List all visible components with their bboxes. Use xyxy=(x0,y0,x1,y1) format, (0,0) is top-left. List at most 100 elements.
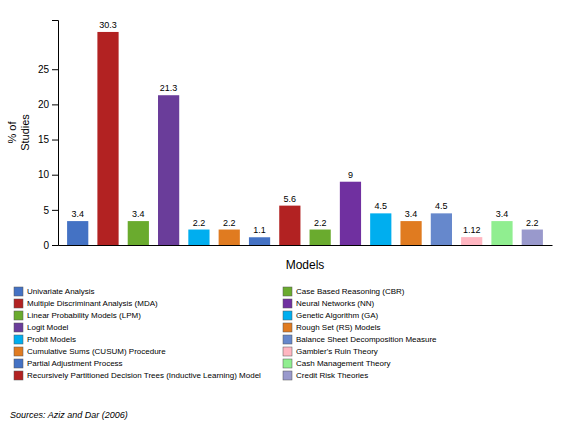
bar xyxy=(219,230,240,245)
y-tick-mark xyxy=(52,175,58,176)
data-label: 2.2 xyxy=(223,218,236,228)
legend-label: Cash Management Theory xyxy=(296,359,391,368)
bar xyxy=(67,221,88,245)
legend-swatch xyxy=(14,287,23,296)
bar xyxy=(249,237,270,245)
legend: Univariate Analysis Multiple Discriminant… xyxy=(14,287,437,380)
legend-item: Neural Networks (NN) xyxy=(283,299,375,308)
legend-swatch xyxy=(14,299,23,308)
legend-item: Linear Probability Models (LPM) xyxy=(14,311,141,320)
legend-swatch xyxy=(283,335,292,344)
legend-label: Univariate Analysis xyxy=(27,287,95,296)
legend-swatch xyxy=(14,347,23,356)
data-label: 2.2 xyxy=(526,218,539,228)
y-tick: 20 xyxy=(38,99,58,110)
legend-label: Cumulative Sums (CUSUM) Procedure xyxy=(27,347,166,356)
legend-item: Partial Adjustment Process xyxy=(14,359,123,368)
y-tick-label: 10 xyxy=(38,169,50,180)
legend-swatch xyxy=(283,371,292,380)
y-tick-mark xyxy=(52,245,58,246)
data-label: 1.1 xyxy=(253,225,266,235)
bar xyxy=(461,237,482,245)
legend-swatch xyxy=(283,323,292,332)
data-label: 3.4 xyxy=(405,209,418,219)
bar xyxy=(340,182,361,245)
data-label: 2.2 xyxy=(314,218,327,228)
legend-label: Logit Model xyxy=(27,323,69,332)
y-axis-title: % ofStudies xyxy=(6,114,31,151)
legend-label: Partial Adjustment Process xyxy=(27,359,123,368)
legend-item: Recursively Partitioned Decision Trees (… xyxy=(14,371,261,380)
legend-swatch xyxy=(14,335,23,344)
data-label: 4.5 xyxy=(435,201,448,211)
legend-swatch xyxy=(283,359,292,368)
data-label: 21.3 xyxy=(160,83,178,93)
legend-label: Balance Sheet Decomposition Measure xyxy=(296,335,437,344)
y-tick: 25 xyxy=(38,64,58,75)
bar xyxy=(158,95,179,245)
legend-label: Credit Risk Theories xyxy=(296,371,368,380)
y-tick-label: 5 xyxy=(43,205,49,216)
bar xyxy=(370,213,391,245)
y-tick: 15 xyxy=(38,134,58,145)
y-tick-mark xyxy=(52,104,58,105)
data-label: 4.5 xyxy=(375,201,388,211)
data-label: 3.4 xyxy=(71,209,84,219)
legend-swatch xyxy=(14,311,23,320)
bar xyxy=(431,213,452,245)
y-tick: 10 xyxy=(38,169,58,180)
legend-label: Neural Networks (NN) xyxy=(296,299,375,308)
data-label: 1.12 xyxy=(463,225,481,235)
y-tick: 5 xyxy=(43,205,58,216)
chart: 05101520253.430.33.421.32.22.21.15.62.29… xyxy=(0,0,566,426)
legend-item: Case Based Reasoning (CBR) xyxy=(283,287,405,296)
bars xyxy=(67,32,543,245)
bar xyxy=(279,206,300,245)
x-axis-title: Models xyxy=(286,258,325,272)
y-tick-label: 0 xyxy=(43,240,49,251)
y-tick-label: 20 xyxy=(38,99,50,110)
legend-item: Rough Set (RS) Models xyxy=(283,323,380,332)
y-tick-label: 25 xyxy=(38,64,50,75)
legend-label: Linear Probability Models (LPM) xyxy=(27,311,141,320)
bar xyxy=(128,221,149,245)
x-axis-line xyxy=(59,245,553,246)
y-tick-label: 15 xyxy=(38,134,50,145)
legend-item: Gambler's Ruin Theory xyxy=(283,347,378,356)
legend-label: Case Based Reasoning (CBR) xyxy=(296,287,405,296)
data-label: 3.4 xyxy=(496,209,509,219)
y-tick-mark xyxy=(52,69,58,70)
legend-item: Genetic Algorithm (GA) xyxy=(283,311,379,320)
legend-item: Multiple Discriminant Analysis (MDA) xyxy=(14,299,158,308)
legend-item: Balance Sheet Decomposition Measure xyxy=(283,335,437,344)
legend-swatch xyxy=(14,359,23,368)
legend-swatch xyxy=(14,371,23,380)
legend-swatch xyxy=(283,311,292,320)
legend-item: Cash Management Theory xyxy=(283,359,391,368)
y-tick-mark xyxy=(52,210,58,211)
legend-swatch xyxy=(283,299,292,308)
data-labels: 3.430.33.421.32.22.21.15.62.294.53.44.51… xyxy=(71,20,538,235)
legend-item: Probit Models xyxy=(14,335,76,344)
bar xyxy=(522,230,543,245)
bar xyxy=(97,32,118,245)
bar xyxy=(188,230,209,245)
y-axis: 0 5 10 15 20 25 xyxy=(38,21,59,251)
data-label: 3.4 xyxy=(132,209,145,219)
legend-label: Genetic Algorithm (GA) xyxy=(296,311,379,320)
bar xyxy=(491,221,512,245)
legend-label: Rough Set (RS) Models xyxy=(296,323,380,332)
legend-swatch xyxy=(283,287,292,296)
legend-label: Multiple Discriminant Analysis (MDA) xyxy=(27,299,158,308)
legend-label: Recursively Partitioned Decision Trees (… xyxy=(27,371,261,380)
data-label: 30.3 xyxy=(99,20,117,30)
bar xyxy=(310,230,331,245)
legend-label: Gambler's Ruin Theory xyxy=(296,347,378,356)
legend-label: Probit Models xyxy=(27,335,76,344)
legend-item: Univariate Analysis xyxy=(14,287,95,296)
legend-item: Cumulative Sums (CUSUM) Procedure xyxy=(14,347,166,356)
annotation: Sources: Aziz and Dar (2006) xyxy=(10,410,128,420)
bar xyxy=(400,221,421,245)
legend-swatch xyxy=(283,347,292,356)
y-tick-mark xyxy=(52,140,58,141)
